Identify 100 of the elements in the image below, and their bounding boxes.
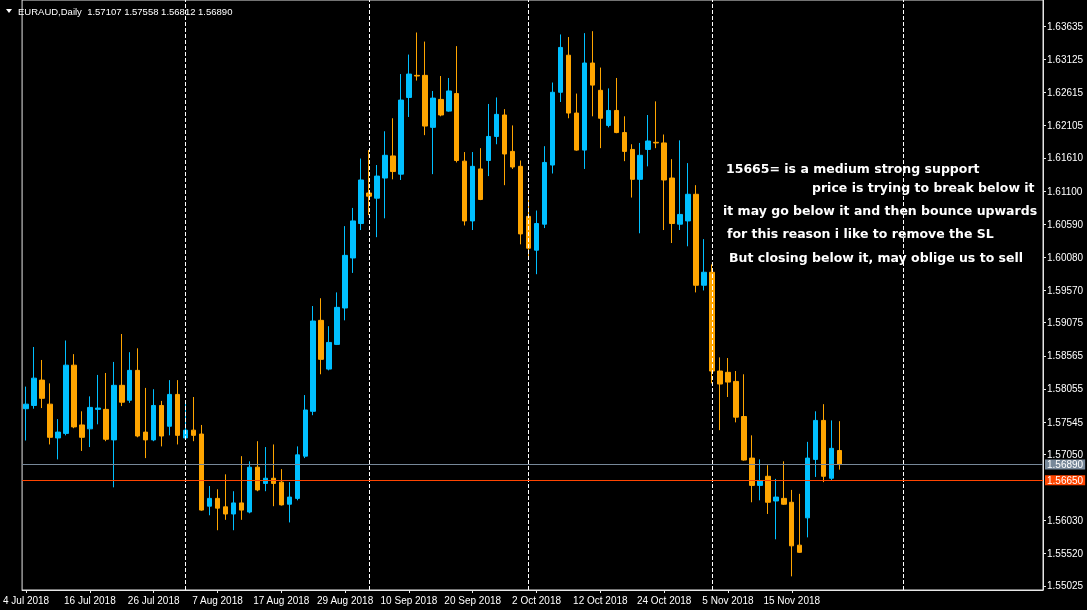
candlestick xyxy=(47,382,53,445)
y-tick-label: 1.58565 xyxy=(1047,350,1084,362)
candlestick xyxy=(414,31,420,82)
x-tick-label: 7 Aug 2018 xyxy=(192,594,244,606)
candlestick xyxy=(502,108,507,186)
candlestick xyxy=(63,339,69,436)
y-tick-label: 1.58055 xyxy=(1047,383,1084,395)
candlestick xyxy=(781,460,787,506)
y-tick-label: 1.60080 xyxy=(1047,251,1084,263)
x-tick-label: 10 Sep 2018 xyxy=(380,594,438,606)
candlestick xyxy=(598,67,603,149)
candlestick xyxy=(765,464,771,515)
candlestick xyxy=(191,396,196,442)
candlestick xyxy=(390,117,396,180)
candlestick xyxy=(310,305,316,416)
y-tick-label: 1.55025 xyxy=(1047,580,1084,592)
candlestick xyxy=(31,346,37,410)
candlestick xyxy=(510,124,515,170)
candlestick xyxy=(725,357,731,398)
candlestick xyxy=(741,373,747,462)
candlestick xyxy=(287,481,292,523)
candlestick xyxy=(494,96,499,145)
annotation: But closing below it, may oblige us to sell xyxy=(729,250,1024,265)
candlestick xyxy=(342,225,348,321)
candlestick xyxy=(334,291,340,346)
candlestick xyxy=(279,468,284,507)
candlestick xyxy=(454,45,459,163)
x-tick-label: 29 Aug 2018 xyxy=(317,594,374,606)
candlestick xyxy=(470,151,475,231)
x-tick-label: 12 Oct 2018 xyxy=(573,594,629,606)
candlestick xyxy=(518,160,523,245)
candlestick xyxy=(733,370,739,423)
candlestick xyxy=(813,410,818,478)
candlestick xyxy=(701,238,707,291)
candlestick xyxy=(175,379,180,445)
candlestick xyxy=(797,493,802,554)
candlestick xyxy=(111,361,117,488)
y-tick-label: 1.63125 xyxy=(1047,53,1084,65)
y-tick-label: 1.57545 xyxy=(1047,416,1084,428)
candlestick xyxy=(255,440,260,492)
candlestick xyxy=(143,387,148,459)
candlestick xyxy=(295,445,300,501)
annotation: 15665= is a medium strong support xyxy=(726,161,980,176)
candlestick xyxy=(653,100,659,149)
candlestick xyxy=(566,36,571,119)
candlestick xyxy=(358,158,364,231)
y-tick-label: 1.61610 xyxy=(1047,152,1084,164)
candlestick xyxy=(366,149,372,216)
candlestick xyxy=(773,478,779,540)
candlestick xyxy=(406,54,412,118)
candlestick xyxy=(151,388,156,442)
candlestick xyxy=(135,347,140,438)
candlestick xyxy=(55,418,61,460)
annotation: it may go below it and then bounce upwards xyxy=(723,203,1038,218)
candlestick xyxy=(71,353,77,429)
candlestick xyxy=(606,87,611,128)
candlestick xyxy=(167,379,172,436)
y-tick-label: 1.60590 xyxy=(1047,218,1084,230)
x-tick-label: 2 Oct 2018 xyxy=(512,594,562,606)
x-tick-label: 26 Jul 2018 xyxy=(127,594,180,606)
candlestick xyxy=(486,103,491,177)
x-tick-label: 15 Nov 2018 xyxy=(763,594,821,606)
x-tick-label: 24 Oct 2018 xyxy=(636,594,692,606)
candlestick xyxy=(709,263,715,384)
candlestick xyxy=(438,75,444,117)
annotation: for this reason i like to remove the SL xyxy=(727,226,994,241)
candlestick xyxy=(239,455,244,521)
candlestick xyxy=(614,77,619,134)
candlestick xyxy=(23,386,29,442)
y-tick-label: 1.62105 xyxy=(1047,120,1084,132)
candlestick xyxy=(159,400,164,447)
candlestick xyxy=(661,134,667,231)
candlestick xyxy=(558,33,563,103)
candlestick xyxy=(837,420,842,471)
candlestick xyxy=(582,32,587,170)
ref-line-label: 1.56650 xyxy=(1047,474,1084,486)
candlestick xyxy=(630,143,635,199)
candlestick xyxy=(382,130,388,219)
x-tick-label: 20 Sep 2018 xyxy=(444,594,502,606)
candlestick xyxy=(789,489,794,577)
candlestick xyxy=(717,356,723,431)
candlestick xyxy=(637,142,643,234)
x-tick-label: 4 Jul 2018 xyxy=(3,594,50,606)
candlestick xyxy=(247,460,252,514)
candlestick xyxy=(749,434,755,503)
candlestick xyxy=(805,441,810,538)
candlestick xyxy=(199,424,204,512)
candlestick xyxy=(622,115,627,162)
candlestick xyxy=(534,210,539,275)
candlestick xyxy=(303,394,308,459)
candlestick xyxy=(821,403,826,483)
candlestick xyxy=(462,151,467,226)
candlestick xyxy=(39,359,45,409)
candlestick xyxy=(231,490,236,531)
candlestick xyxy=(677,139,683,231)
annotation: price is trying to break below it xyxy=(812,180,1035,195)
candlestick xyxy=(207,485,212,516)
candlestick xyxy=(350,207,356,274)
x-tick-label: 17 Aug 2018 xyxy=(253,594,310,606)
candlestick xyxy=(215,488,220,531)
